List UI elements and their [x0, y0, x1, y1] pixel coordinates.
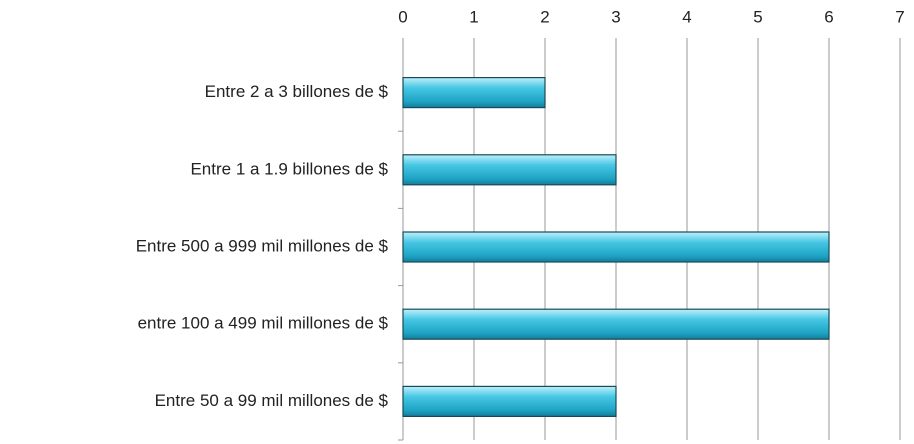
x-tick-label: 1: [469, 7, 478, 26]
bar: [402, 76, 546, 109]
x-tick-label: 0: [398, 7, 407, 26]
x-tick-label: 7: [895, 7, 904, 26]
y-tick-label: Entre 2 a 3 billones de $: [205, 82, 389, 101]
bar: [402, 385, 617, 417]
y-tick-label: Entre 1 a 1.9 billones de $: [190, 159, 388, 178]
y-tick-label: Entre 50 a 99 mil millones de $: [155, 391, 389, 410]
x-tick-label: 2: [540, 7, 549, 26]
y-tick-label: Entre 500 a 999 mil millones de $: [136, 236, 389, 255]
y-tick-label: entre 100 a 499 mil millones de $: [138, 314, 389, 333]
x-tick-label: 3: [611, 7, 620, 26]
bar: [402, 308, 830, 340]
x-tick-label: 4: [682, 7, 691, 26]
x-tick-label: 6: [824, 7, 833, 26]
bar: [402, 154, 617, 186]
x-tick-label: 5: [753, 7, 762, 26]
bar: [402, 231, 830, 263]
